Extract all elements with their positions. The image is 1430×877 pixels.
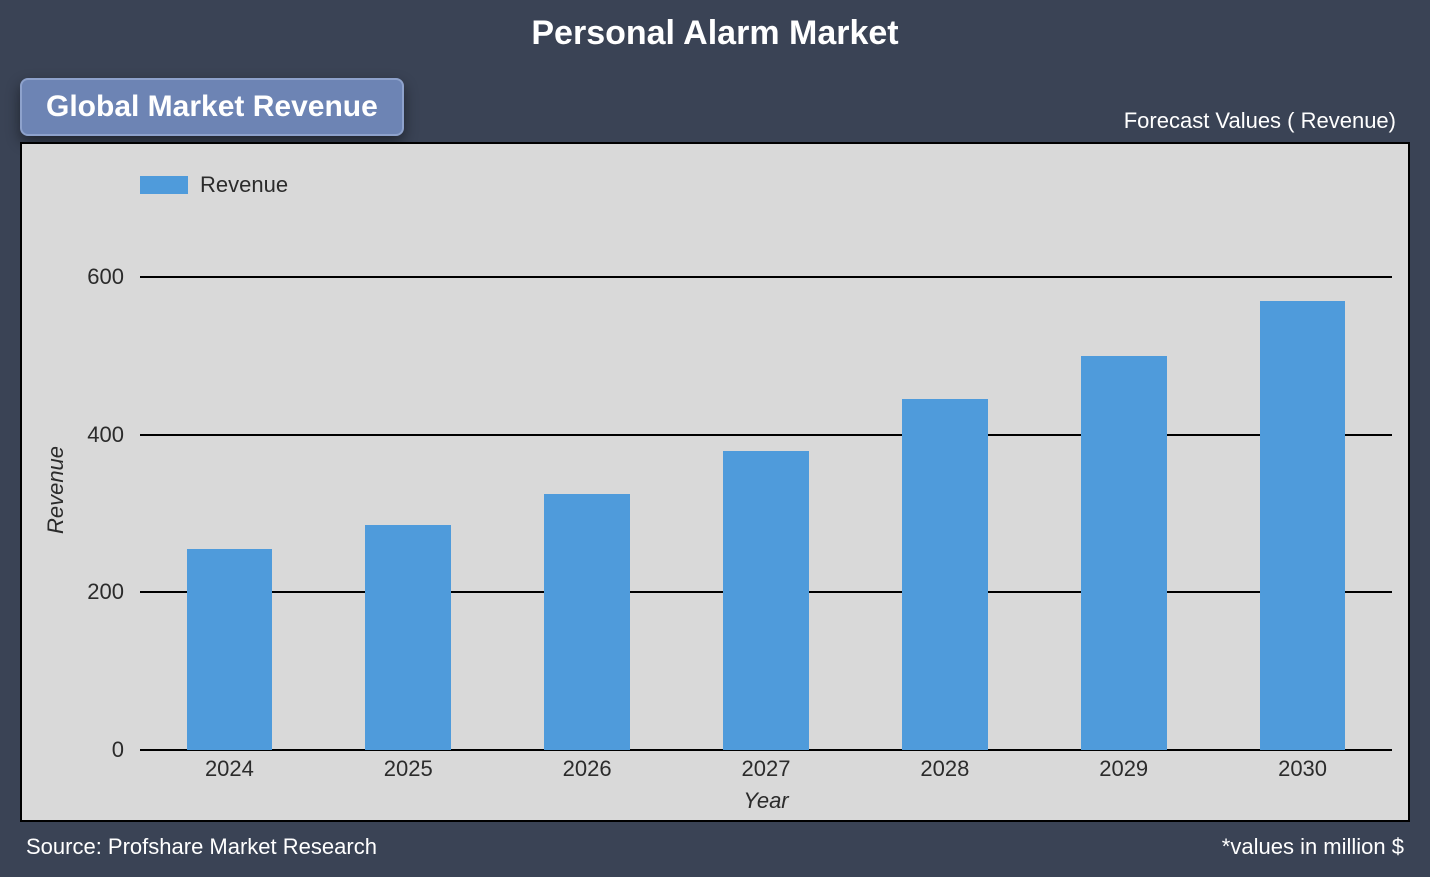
bar (544, 494, 630, 750)
x-tick-label: 2029 (1099, 756, 1148, 782)
gridline (140, 276, 1392, 278)
y-tick-label: 400 (87, 422, 124, 448)
bar (365, 525, 451, 750)
y-tick-label: 0 (112, 737, 124, 763)
subtitle-badge: Global Market Revenue (20, 78, 404, 136)
x-tick-label: 2025 (384, 756, 433, 782)
values-unit-label: *values in million $ (1222, 834, 1404, 860)
source-label: Source: Profshare Market Research (26, 834, 377, 860)
x-tick-label: 2026 (563, 756, 612, 782)
gridline (140, 434, 1392, 436)
bar (187, 549, 273, 750)
x-tick-label: 2028 (920, 756, 969, 782)
x-tick-label: 2027 (742, 756, 791, 782)
y-tick-label: 200 (87, 579, 124, 605)
y-tick-label: 600 (87, 264, 124, 290)
x-axis-label: Year (743, 788, 788, 814)
x-tick-label: 2030 (1278, 756, 1327, 782)
chart-title: Personal Alarm Market (0, 14, 1430, 53)
legend-label: Revenue (200, 172, 288, 198)
bar (723, 451, 809, 750)
bar (1081, 356, 1167, 750)
bar (1260, 301, 1346, 750)
legend: Revenue (140, 172, 288, 198)
x-tick-label: 2024 (205, 756, 254, 782)
forecast-label: Forecast Values ( Revenue) (1124, 108, 1396, 134)
chart-frame: Revenue Revenue Year 0 200 400 600 2024 2025 2… (20, 142, 1410, 822)
legend-swatch (140, 176, 188, 194)
y-axis-label: Revenue (43, 446, 69, 534)
bar (902, 399, 988, 750)
plot-area (140, 230, 1392, 750)
